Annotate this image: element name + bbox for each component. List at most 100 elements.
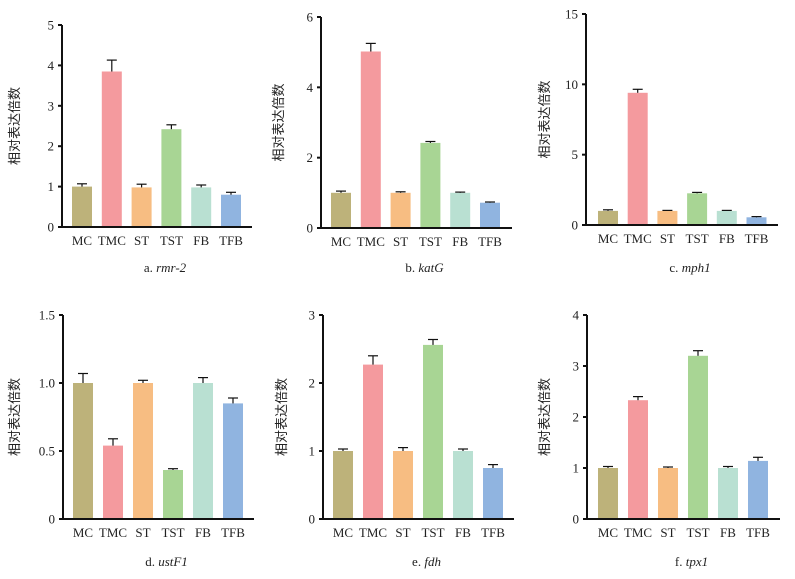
bar-tmc: [628, 400, 648, 519]
y-tick-label: 10: [565, 77, 578, 92]
y-tick-label: 0: [49, 512, 56, 527]
chart-panel-c: MC TMC ST TST FB TFB 0 5 10 15 相对表达倍数 c. mph1: [538, 7, 778, 275]
x-tick-label: ST: [393, 234, 408, 249]
bar-tmc: [360, 51, 381, 228]
caption-letter: c.: [669, 260, 681, 275]
bar-tfb: [221, 194, 241, 227]
x-tick-label: ST: [395, 525, 410, 540]
bar-tfb: [483, 468, 503, 519]
bar-tst: [420, 142, 441, 228]
bar-tmc: [627, 92, 648, 225]
y-tick-label: 1: [573, 461, 580, 476]
y-tick-label: 0: [573, 512, 580, 527]
x-tick-label: TFB: [481, 525, 505, 540]
y-tick-label: 2: [307, 150, 314, 165]
bar-tst: [423, 344, 443, 519]
bar-tmc: [101, 71, 122, 227]
x-tick-label: ST: [660, 231, 675, 246]
bar-tfb: [748, 460, 768, 519]
y-tick-label: 0: [307, 221, 314, 236]
bar-st: [133, 383, 153, 519]
bar-st: [393, 451, 413, 519]
bar-fb: [193, 383, 213, 519]
caption-gene-name: tpx1: [686, 554, 708, 569]
y-tick-label: 2: [309, 376, 316, 391]
x-tick-label: TMC: [357, 234, 385, 249]
x-tick-label: TST: [686, 525, 709, 540]
bar-st: [390, 192, 411, 228]
x-tick-label: MC: [598, 525, 618, 540]
y-tick-label: 2: [48, 139, 55, 154]
y-tick-label: 1.0: [39, 376, 55, 391]
x-tick-label: MC: [331, 234, 351, 249]
x-tick-label: TST: [160, 233, 183, 248]
y-tick-label: 5: [572, 147, 579, 162]
x-tick-label: FB: [719, 231, 735, 246]
y-tick-label: 15: [565, 7, 578, 22]
bar-mc: [72, 186, 92, 227]
x-tick-label: ST: [660, 525, 675, 540]
y-tick-label: 0.5: [39, 444, 55, 459]
y-tick-label: 4: [573, 308, 580, 323]
y-tick-label: 4: [307, 80, 314, 95]
x-tick-label: FB: [193, 233, 209, 248]
chart-panel-f: MC TMC ST TST FB TFB 0 1 2 3 4 相对表达倍数 f. tpx1: [538, 308, 780, 569]
x-tick-label: TST: [161, 525, 184, 540]
y-tick-label: 0: [572, 218, 579, 233]
x-tick-label: FB: [455, 525, 471, 540]
caption-letter: e.: [412, 554, 424, 569]
bar-st: [131, 187, 152, 227]
bar-tst: [687, 193, 708, 225]
panel-caption: a. rmr-2: [144, 260, 187, 275]
y-tick-label: 0: [309, 512, 316, 527]
bar-mc: [333, 451, 353, 519]
bar-tst: [688, 355, 708, 519]
y-axis-label: 相对表达倍数: [272, 83, 287, 161]
x-tick-label: TST: [421, 525, 444, 540]
y-axis-label: 相对表达倍数: [275, 378, 290, 456]
bar-mc: [73, 383, 93, 519]
x-tick-label: MC: [73, 525, 93, 540]
x-tick-label: TMC: [624, 525, 652, 540]
y-tick-label: 5: [48, 18, 55, 33]
bar-mc: [331, 192, 351, 228]
caption-letter: a.: [144, 260, 156, 275]
x-tick-label: TMC: [624, 231, 652, 246]
x-tick-label: FB: [195, 525, 211, 540]
x-tick-label: MC: [333, 525, 353, 540]
y-tick-label: 1: [309, 444, 316, 459]
x-tick-label: TST: [419, 234, 442, 249]
x-tick-label: TFB: [478, 234, 502, 249]
bar-fb: [453, 451, 473, 519]
x-tick-label: TMC: [99, 525, 127, 540]
panel-caption: b. katG: [405, 260, 444, 275]
y-tick-label: 3: [48, 98, 55, 113]
chart-panel-d: MC TMC ST TST FB TFB 0 0.5 1.0 1.5 相对表达倍数 d. ustF1: [8, 308, 254, 569]
chart-panel-b: MC TMC ST TST FB TFB 0 2 4 6 相对表达倍数 b. katG: [272, 10, 512, 275]
y-tick-label: 3: [309, 308, 316, 323]
panel-caption: e. fdh: [412, 554, 441, 569]
x-tick-label: MC: [72, 233, 92, 248]
caption-gene-name: katG: [418, 260, 444, 275]
bar-tst: [161, 129, 182, 227]
chart-panel-e: MC TMC ST TST FB TFB 0 1 2 3 相对表达倍数 e. fdh: [275, 308, 514, 569]
y-axis-label: 相对表达倍数: [8, 378, 23, 456]
x-tick-label: ST: [135, 525, 150, 540]
caption-letter: b.: [405, 260, 418, 275]
caption-letter: d.: [145, 554, 158, 569]
caption-gene-name: mph1: [682, 260, 711, 275]
x-tick-label: TST: [686, 231, 709, 246]
chart-panel-a: MC TMC ST TST FB TFB 0 1 2 3 4 5 相对表达倍数 a. rmr-2: [8, 18, 252, 275]
bar-tfb: [480, 202, 500, 228]
bar-tmc: [363, 364, 383, 519]
bar-st: [657, 210, 678, 225]
x-tick-label: TFB: [219, 233, 243, 248]
y-tick-label: 4: [48, 58, 55, 73]
caption-gene-name: ustF1: [158, 554, 188, 569]
x-tick-label: TFB: [745, 231, 769, 246]
bar-fb: [191, 187, 212, 227]
y-tick-label: 1.5: [39, 308, 55, 323]
y-axis-label: 相对表达倍数: [538, 378, 553, 456]
x-tick-label: ST: [134, 233, 149, 248]
